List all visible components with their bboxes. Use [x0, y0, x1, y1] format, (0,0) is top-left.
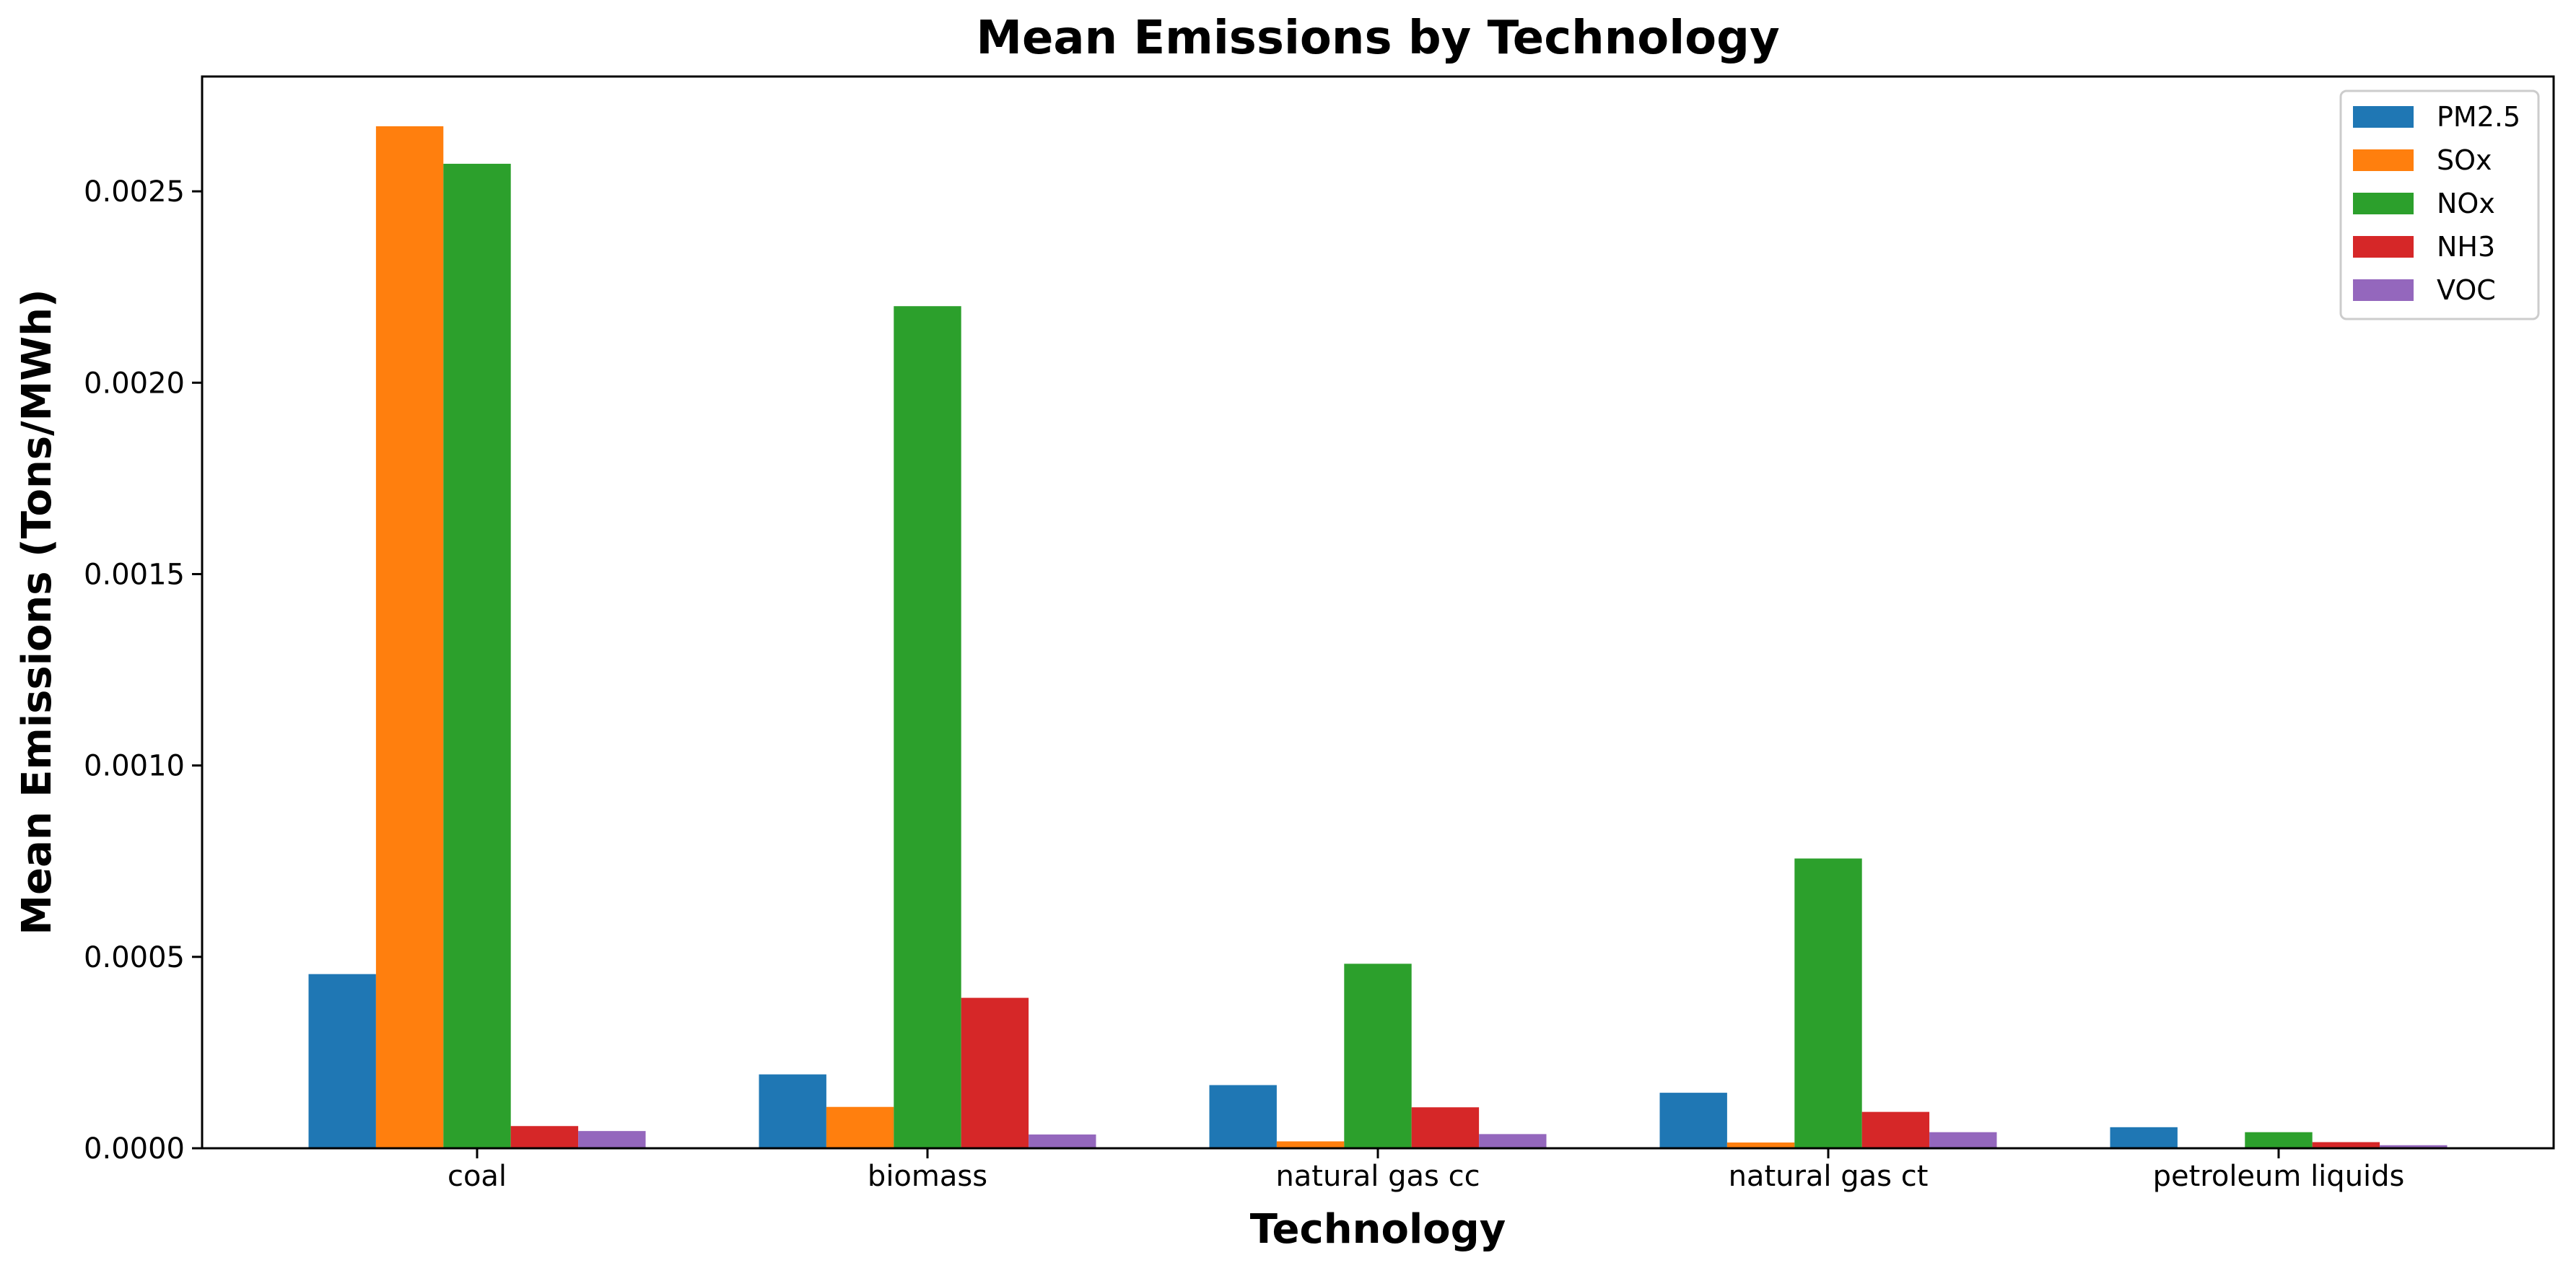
legend-swatch	[2353, 193, 2414, 214]
bar-nox-biomass	[894, 306, 961, 1148]
bar-voc-natural-gas-ct	[1929, 1132, 1997, 1148]
bar-nh3-natural-gas-ct	[1861, 1111, 1930, 1148]
bar-voc-biomass	[1029, 1134, 1096, 1148]
bar-nox-coal	[443, 163, 511, 1149]
x-tick-label: natural gas ct	[1729, 1160, 1929, 1193]
y-tick-label: 0.0020	[84, 367, 185, 400]
legend-label: VOC	[2437, 274, 2496, 306]
bar-sox-natural-gas-cc	[1276, 1141, 1345, 1148]
bar-nox-petroleum-liquids	[2245, 1132, 2313, 1148]
y-tick-label: 0.0015	[84, 558, 185, 591]
legend-frame	[2339, 89, 2540, 320]
bar-nh3-coal	[510, 1126, 579, 1148]
bar-voc-petroleum-liquids	[2380, 1145, 2448, 1148]
bar-sox-coal	[375, 126, 444, 1149]
bar-nh3-natural-gas-cc	[1411, 1107, 1480, 1148]
legend-swatch	[2353, 149, 2414, 171]
bar-nox-natural-gas-ct	[1794, 858, 1862, 1148]
y-tick-label: 0.0010	[84, 750, 185, 783]
legend-swatch	[2353, 279, 2414, 301]
bar-voc-coal	[578, 1131, 646, 1148]
legend: PM2.5 SOx NOx NH3 VOC	[2339, 89, 2540, 320]
x-tick-label: coal	[447, 1160, 507, 1193]
plot-area-frame	[201, 75, 2555, 1150]
bar-pm25-coal	[308, 974, 376, 1148]
y-tick-label: 0.0025	[84, 175, 185, 209]
x-tick-label: petroleum liquids	[2153, 1160, 2405, 1193]
chart-title: Mean Emissions by Technology	[976, 12, 1779, 65]
bar-sox-natural-gas-ct	[1726, 1142, 1795, 1148]
legend-swatch	[2353, 106, 2414, 128]
legend-label: PM2.5	[2437, 101, 2520, 133]
legend-label: SOx	[2437, 144, 2492, 176]
bar-pm25-petroleum-liquids	[2110, 1127, 2178, 1148]
y-tick-label: 0.0000	[84, 1132, 185, 1166]
bar-nox-natural-gas-cc	[1344, 963, 1412, 1148]
x-tick-label: natural gas cc	[1275, 1160, 1480, 1193]
bar-nh3-biomass	[961, 997, 1029, 1148]
x-axis-label: Technology	[1250, 1206, 1506, 1253]
y-axis-label: Mean Emissions (Tons/MWh)	[14, 289, 61, 935]
x-axis-ticks: coal biomass natural gas cc natural gas ct p…	[447, 1148, 2404, 1193]
legend-label: NOx	[2437, 188, 2495, 219]
bar-pm25-biomass	[759, 1074, 826, 1148]
bar-pm25-natural-gas-cc	[1209, 1085, 1277, 1148]
x-tick-label: biomass	[868, 1160, 987, 1193]
bar-voc-natural-gas-cc	[1479, 1134, 1547, 1148]
bar-nh3-petroleum-liquids	[2312, 1142, 2380, 1148]
bars-layer	[308, 126, 2448, 1149]
bar-sox-biomass	[826, 1106, 894, 1148]
legend-label: NH3	[2437, 231, 2495, 263]
y-tick-label: 0.0005	[84, 941, 185, 974]
y-axis-ticks: 0.0000 0.0005 0.0010 0.0015 0.0020 0.0025	[84, 175, 202, 1166]
bar-pm25-natural-gas-ct	[1659, 1093, 1727, 1148]
legend-swatch	[2353, 236, 2414, 258]
